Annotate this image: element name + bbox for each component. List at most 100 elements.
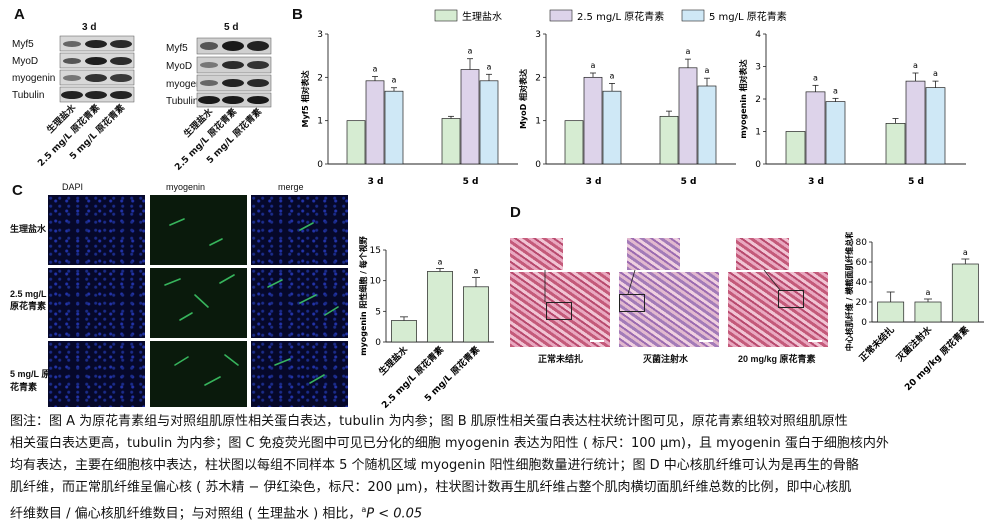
caption-sig-mark: a (361, 505, 367, 514)
myod-ytick-label: 3 (535, 30, 541, 40)
legend-swatch-saline (434, 9, 458, 22)
row-label-low: 2.5 mg/L 原花青素 (10, 289, 47, 311)
caption-line-4: 肌纤维，而正常肌纤维呈偏心核 ( 苏木精 − 伊红染色，标尺：200 μm)，柱… (10, 480, 852, 495)
myogenin-sig-label: a (833, 86, 838, 95)
myogenin-ylabel: myogenin 相对表达 (738, 59, 748, 138)
myogenin-ytick-label: 2 (755, 95, 761, 105)
column-label-dapi: DAPI (62, 182, 84, 192)
myogenin-bar (925, 87, 946, 165)
myogenin-signal-overlay (164, 218, 339, 386)
positive-cells-bar (391, 320, 417, 343)
myf5-bar (441, 118, 461, 165)
band-label-myf5-5d: Myf5 (166, 43, 188, 54)
image-myogenin-saline (150, 195, 247, 265)
central-nuclei-ytick-label: 40 (856, 278, 868, 288)
central-nuclei-ylabel: 中心核肌纤维 / 横截面肌纤维总和 (%) (844, 232, 854, 351)
positive-cells-sig-label: a (438, 257, 443, 266)
panel-c-letter: C (12, 182, 23, 199)
myogenin-sig-label: a (913, 61, 918, 70)
caption-line-5-text: 纤维数目 / 偏心核肌纤维数目；与对照组 ( 生理盐水 ) 相比， (10, 506, 362, 522)
column-label-merge: merge (278, 182, 304, 192)
positive-cells-category-label: 生理盐水 (376, 343, 411, 378)
myf5-sig-label: a (373, 64, 378, 73)
positive-cells-ytick-label: 10 (370, 277, 382, 287)
legend-swatch-low (549, 9, 573, 22)
blot-3d (59, 35, 135, 103)
he-label-normal: 正常未结扎 (538, 354, 584, 364)
central-nuclei-category-label: 20 mg/kg 原花青素 (902, 324, 972, 394)
positive-cells-bar (463, 286, 489, 343)
caption-p-value: P < 0.05 (366, 506, 423, 522)
central-nuclei-ytick-label: 0 (861, 318, 867, 328)
positive-cells-sig-label: a (474, 267, 479, 276)
positive-cells-bar (427, 271, 453, 343)
chart-myogenin: 0 1 2 3 4 myogenin 相对表达 3 d 5 d a a a a (738, 30, 966, 187)
legend-label-low: 2.5 mg/L 原花青素 (577, 10, 664, 23)
figure-caption: 图注：图 A 为原花青素组与对照组肌原性相关蛋白表达，tubulin 为内参；图… (10, 411, 988, 525)
he-image-normal (510, 272, 610, 347)
positive-cells-ylabel: myogenin 阳性细胞 / 每个视野 (358, 236, 368, 356)
myogenin-bar (805, 91, 826, 165)
myf5-bar (384, 90, 404, 165)
myod-ylabel: MyoD 相对表达 (518, 69, 528, 129)
myogenin-category-label: 3 d (808, 177, 824, 187)
column-label-myogenin: myogenin (166, 182, 206, 192)
legend-label-high: 5 mg/L 原花青素 (709, 10, 787, 23)
myod-ytick-label: 2 (535, 73, 541, 83)
band-label-myf5-3d: Myf5 (12, 39, 34, 50)
band-label-myod-3d: MyoD (12, 56, 39, 67)
myf5-ytick-label: 3 (317, 30, 323, 40)
myod-bar (602, 90, 622, 165)
image-dapi-low (48, 268, 145, 338)
myod-ytick-label: 1 (535, 117, 541, 127)
myogenin-sig-label: a (813, 73, 818, 82)
zoom-box-procyanidin (778, 290, 804, 308)
central-nuclei-ytick-label: 20 (856, 298, 868, 308)
he-label-procyanidin: 20 mg/kg 原花青素 (738, 354, 816, 364)
band-label-myogenin-3d: myogenin (12, 73, 56, 84)
panel-a-letter: A (14, 6, 25, 23)
myod-bar (583, 76, 603, 165)
chart-myf5: 0 1 2 3 Myf5 相对表达 3 d 5 d a a a a (300, 30, 518, 187)
band-label-myogenin-5d: myogenin (166, 79, 210, 90)
scale-bar-normal (590, 340, 604, 342)
panel-d-letter: D (510, 204, 521, 221)
image-dapi-high (48, 341, 145, 407)
myod-bar (678, 67, 698, 165)
legend-swatch-high (681, 9, 705, 22)
myf5-ylabel: Myf5 相对表达 (300, 70, 310, 127)
myogenin-ytick-label: 4 (755, 30, 761, 40)
myf5-ytick-label: 0 (317, 160, 323, 170)
myogenin-ytick-label: 3 (755, 63, 761, 73)
row-label-saline: 生理盐水 (10, 224, 47, 234)
myogenin-bar (785, 131, 806, 165)
myod-bar (564, 120, 584, 165)
myod-sig-label: a (610, 71, 615, 80)
central-nuclei-category-label: 灭菌注射水 (893, 323, 935, 365)
myf5-ytick-label: 1 (317, 117, 323, 127)
caption-line-2: 相关蛋白表达更高，tubulin 为内参；图 C 免疫荧光图中可见已分化的细胞 … (10, 436, 889, 451)
blot-time-5d: 5 d (224, 22, 239, 33)
central-nuclei-category-label: 正常未结扎 (856, 324, 896, 364)
myod-bar (659, 115, 679, 165)
myod-bar (697, 85, 717, 165)
band-label-tubulin-5d: Tubulin (166, 96, 199, 107)
positive-cells-ytick-label: 15 (370, 246, 381, 256)
zoom-connectors (544, 269, 781, 302)
central-nuclei-sig-label: a (963, 248, 968, 257)
he-inset-normal (510, 238, 563, 270)
myod-sig-label: a (686, 47, 691, 56)
central-nuclei-ytick-label: 80 (856, 238, 868, 248)
central-nuclei-ytick-label: 60 (856, 258, 868, 268)
central-nuclei-sig-label: a (926, 288, 931, 297)
caption-line-3: 均有表达，主要在细胞核中表达，柱状图以每组不同样本 5 个随机区域 myogen… (10, 458, 859, 473)
central-nuclei-bar (951, 263, 979, 323)
myf5-bar (479, 80, 499, 165)
row-label-high: 5 mg/L 原花青素 (10, 369, 51, 392)
myod-ytick-label: 0 (535, 160, 541, 170)
western-blots: 生理盐水 2.5 mg/L 原花青素 5 mg/L 原花青素 生理盐水 2.5 … (35, 35, 272, 173)
myf5-bar (346, 120, 366, 165)
caption-line-1: 图注：图 A 为原花青素组与对照组肌原性相关蛋白表达，tubulin 为内参；图… (10, 414, 848, 429)
myf5-bar (460, 69, 480, 165)
myod-sig-label: a (705, 66, 710, 75)
